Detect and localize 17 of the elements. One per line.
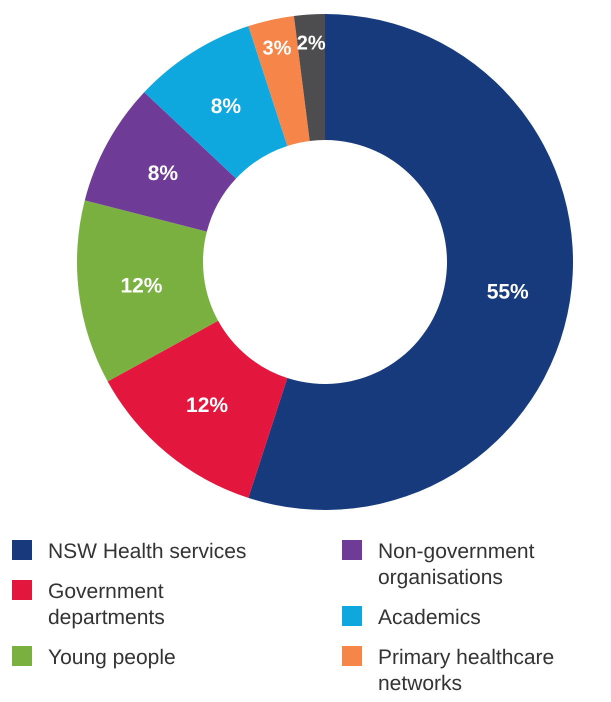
legend-label: NSW Health services [48, 540, 246, 563]
data-label: 12% [120, 274, 163, 298]
legend-label: Primary healthcare networks [378, 646, 554, 695]
donut-slice [108, 320, 288, 498]
data-label: 2% [296, 32, 326, 54]
data-label: 55% [486, 280, 530, 304]
donut-slice [77, 200, 218, 382]
data-label: 3% [262, 37, 292, 60]
legend-label: Government departments [48, 580, 165, 629]
data-label: 12% [186, 394, 228, 417]
legend-label: Non-government organisations [378, 540, 535, 589]
legend-label: Young people [48, 646, 176, 669]
data-label: 8% [148, 162, 178, 186]
legend-label: Academics [378, 606, 481, 629]
data-label: 8% [210, 95, 242, 118]
donut-slice [248, 14, 573, 510]
donut-slice [294, 14, 325, 141]
